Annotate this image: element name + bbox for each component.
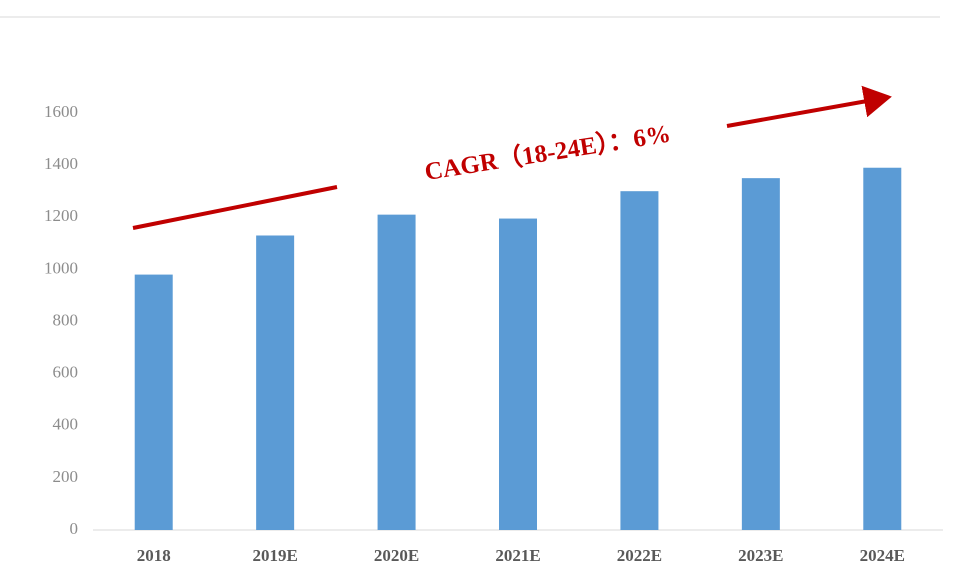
y-tick-label: 800 <box>53 310 79 329</box>
annotation: CAGR（18-24E）：6% <box>423 119 673 187</box>
x-tick-label: 2022E <box>617 546 662 565</box>
y-tick-label: 200 <box>53 467 79 486</box>
y-tick-label: 0 <box>70 519 79 538</box>
bar <box>377 214 416 531</box>
x-tick-label: 2023E <box>738 546 783 565</box>
bar <box>256 235 295 530</box>
bar <box>741 178 780 530</box>
bar <box>620 191 659 530</box>
x-tick-label: 2020E <box>374 546 419 565</box>
y-tick-label: 1600 <box>44 102 78 121</box>
bar <box>863 167 902 530</box>
arrow-part <box>132 185 338 230</box>
arrow-head <box>726 85 892 128</box>
x-tick-label: 2019E <box>252 546 297 565</box>
bar <box>499 218 537 530</box>
x-tick-label: 2018 <box>137 546 171 565</box>
y-tick-label: 1000 <box>44 258 78 277</box>
bar <box>134 274 173 530</box>
y-tick-label: 1200 <box>44 206 78 225</box>
y-tick-label: 1400 <box>44 154 78 173</box>
y-tick-label: 600 <box>53 363 79 382</box>
x-tick-label: 2021E <box>495 546 540 565</box>
x-tick-label: 2024E <box>860 546 905 565</box>
y-tick-label: 400 <box>53 415 79 434</box>
